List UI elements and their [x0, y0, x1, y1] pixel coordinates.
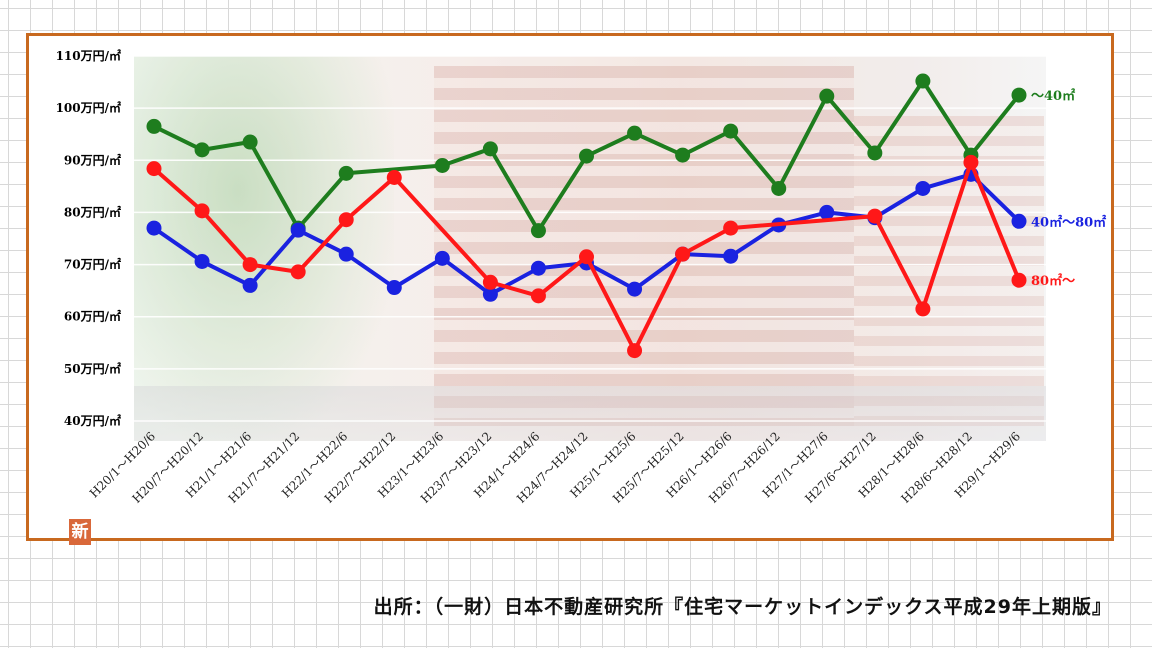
- series-label: 40㎡～80㎡: [1031, 214, 1106, 230]
- data-point: [434, 158, 450, 173]
- data-point: [146, 161, 162, 177]
- data-point: [819, 204, 835, 220]
- y-tick-label: 70万円/㎡: [64, 257, 121, 272]
- data-point: [338, 246, 354, 262]
- y-tick-label: 90万円/㎡: [64, 152, 121, 167]
- data-point: [434, 250, 450, 266]
- data-point: [194, 253, 210, 269]
- data-point: [338, 165, 354, 181]
- series-line: [153, 79, 1021, 233]
- data-point: [627, 281, 643, 297]
- data-point: [1011, 272, 1027, 288]
- chart-frame: 40万円/㎡ 50万円/㎡ 60万円/㎡ 70万円/㎡ 80万円/㎡ 90万円/㎡ 100万…: [26, 33, 1114, 545]
- data-point: [482, 141, 498, 157]
- data-point: [627, 343, 643, 359]
- data-point: [242, 277, 258, 293]
- series-label: ～40㎡: [1031, 88, 1075, 104]
- data-point: [242, 134, 258, 150]
- line-chart: 40万円/㎡ 50万円/㎡ 60万円/㎡ 70万円/㎡ 80万円/㎡ 90万円/㎡ 100万…: [56, 48, 1107, 506]
- data-point: [482, 274, 498, 290]
- y-tick-label: 110万円/㎡: [56, 48, 121, 63]
- data-point: [915, 73, 931, 89]
- source-caption: 出所：（一財）日本不動産研究所『住宅マーケットインデックス平成29年上期版』: [373, 596, 1112, 618]
- series-label: 80㎡～: [1031, 273, 1075, 289]
- series-line: [152, 172, 1021, 297]
- data-point: [579, 249, 594, 265]
- data-point: [675, 246, 691, 262]
- data-point: [627, 125, 643, 141]
- data-point: [579, 148, 594, 164]
- data-point: [290, 222, 306, 238]
- data-point: [963, 154, 979, 170]
- data-point: [194, 142, 210, 158]
- data-point: [723, 248, 739, 264]
- data-point: [386, 169, 402, 185]
- background-building-right: [854, 116, 1044, 426]
- data-point: [915, 180, 931, 196]
- data-point: [482, 286, 498, 302]
- new-badge: 新: [69, 519, 91, 545]
- data-point: [530, 260, 546, 276]
- data-point: [386, 280, 402, 296]
- data-point: [530, 223, 546, 239]
- data-point: [675, 147, 691, 163]
- data-point: [146, 220, 162, 236]
- data-point: [867, 208, 883, 224]
- data-point: [530, 288, 546, 304]
- data-point: [146, 118, 162, 134]
- data-point: [194, 203, 210, 219]
- data-point: [1011, 87, 1027, 103]
- y-tick-label: 50万円/㎡: [64, 361, 121, 376]
- series-line: [152, 160, 1021, 353]
- data-point: [242, 257, 258, 273]
- data-point: [771, 180, 787, 196]
- data-point: [915, 301, 931, 317]
- data-point: [867, 145, 883, 161]
- y-tick-label: 80万円/㎡: [64, 204, 121, 219]
- data-point: [723, 220, 739, 236]
- y-tick-label: 100万円/㎡: [56, 100, 121, 115]
- background-building: [434, 66, 854, 426]
- data-point: [819, 88, 835, 104]
- data-point: [1011, 213, 1027, 229]
- y-tick-label: 60万円/㎡: [64, 309, 121, 324]
- data-point: [338, 212, 354, 228]
- background-street: [134, 386, 1046, 441]
- data-point: [723, 123, 739, 139]
- y-tick-label: 40万円/㎡: [64, 413, 121, 428]
- data-point: [290, 264, 306, 280]
